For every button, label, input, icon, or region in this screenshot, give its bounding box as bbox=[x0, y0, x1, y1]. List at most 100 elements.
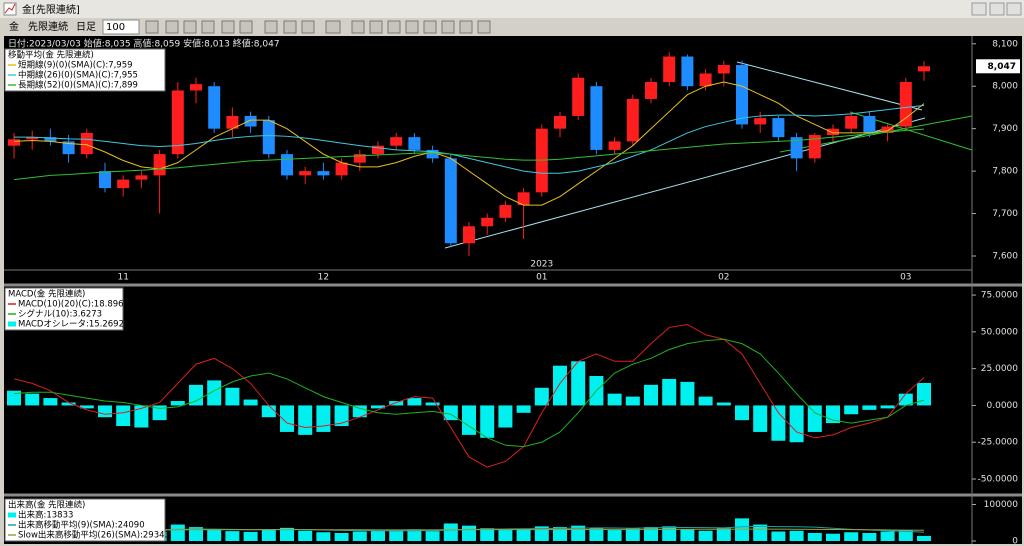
bar bbox=[917, 535, 931, 541]
bar bbox=[261, 405, 276, 418]
candle-body bbox=[681, 56, 694, 87]
candle-body bbox=[153, 154, 166, 176]
year-label: 2023 bbox=[530, 260, 553, 270]
tool-icon[interactable] bbox=[301, 20, 315, 34]
tool-icon[interactable] bbox=[351, 20, 365, 34]
legend-title: MACD(金 先限連続) bbox=[8, 289, 85, 300]
bar bbox=[789, 405, 804, 443]
bar bbox=[79, 405, 94, 409]
bar bbox=[662, 378, 677, 406]
candle-body bbox=[827, 128, 839, 136]
x-tick-label: 01 bbox=[536, 273, 547, 283]
bar bbox=[771, 405, 786, 441]
bar bbox=[480, 405, 495, 438]
minimize-button[interactable] bbox=[971, 2, 987, 16]
bar bbox=[316, 405, 331, 432]
period[interactable]: 日足 bbox=[76, 21, 96, 33]
contract[interactable]: 先限連続 bbox=[28, 20, 68, 33]
bar bbox=[553, 527, 567, 541]
tool-icon[interactable] bbox=[423, 20, 437, 34]
bar bbox=[826, 533, 840, 541]
bar bbox=[43, 398, 58, 406]
legend-title: 移動平均(金 先限連続) bbox=[8, 50, 94, 61]
candle-body bbox=[699, 73, 712, 87]
candle-body bbox=[208, 86, 221, 129]
bar bbox=[170, 401, 185, 406]
tool-icon[interactable] bbox=[264, 20, 278, 34]
candle-body bbox=[444, 158, 457, 244]
legend-label: MACDオシレータ:15.2692 bbox=[18, 320, 124, 330]
bar bbox=[462, 405, 476, 435]
legend-label: Slow出来高移動平均(26)(SMA):29343 bbox=[18, 530, 170, 541]
y-tick-label: 0.0000 bbox=[987, 401, 1019, 411]
maximize-button[interactable] bbox=[989, 2, 1005, 16]
tool-icon[interactable] bbox=[477, 20, 491, 34]
bar bbox=[753, 524, 768, 541]
count-box[interactable] bbox=[102, 19, 140, 35]
window-title: 金[先限連続] bbox=[22, 3, 80, 16]
bar bbox=[644, 384, 658, 406]
bar bbox=[771, 531, 786, 541]
bar bbox=[498, 405, 513, 428]
legend: 移動平均(金 先限連続)短期線(9)(0)(SMA)(C):7,959中期線(2… bbox=[4, 48, 166, 92]
bar bbox=[534, 387, 549, 406]
bar bbox=[516, 528, 531, 541]
count[interactable]: 100 bbox=[106, 22, 125, 33]
y-tick-label: 75.0000 bbox=[981, 291, 1018, 301]
candle-body bbox=[262, 120, 275, 155]
trend-line bbox=[736, 61, 923, 111]
tool-icon[interactable] bbox=[183, 20, 197, 34]
bar bbox=[280, 405, 294, 432]
y-tick-label: 8,100 bbox=[992, 39, 1018, 49]
tool-icon[interactable] bbox=[387, 20, 401, 34]
candle-body bbox=[390, 137, 403, 146]
candle-body bbox=[517, 192, 530, 206]
tool-icon[interactable] bbox=[145, 20, 159, 34]
legend-label: MACD(10)(20)(C):18.8965 bbox=[18, 300, 129, 310]
y-tick-label: 0 bbox=[1012, 537, 1018, 546]
y-tick-label: 7,700 bbox=[992, 209, 1018, 219]
tool-icon[interactable] bbox=[283, 20, 297, 34]
tool-icon[interactable] bbox=[325, 20, 341, 34]
tool-icon[interactable] bbox=[441, 20, 455, 34]
bar bbox=[371, 405, 385, 409]
candle-body bbox=[554, 115, 566, 129]
bar bbox=[898, 393, 913, 406]
tool-icon[interactable] bbox=[369, 20, 383, 34]
bar bbox=[625, 396, 640, 406]
bar bbox=[898, 530, 913, 541]
tool-icon[interactable] bbox=[459, 20, 473, 34]
y-tick-label: -25.0000 bbox=[978, 438, 1019, 448]
candle-body bbox=[918, 66, 930, 72]
candle-body bbox=[226, 115, 239, 129]
candle-body bbox=[8, 139, 20, 146]
tool-icon[interactable] bbox=[405, 20, 419, 34]
tool-icon[interactable] bbox=[165, 20, 179, 34]
candle-body bbox=[590, 86, 603, 150]
bar bbox=[407, 398, 422, 406]
candle-body bbox=[80, 132, 93, 155]
bar bbox=[243, 531, 258, 541]
bar bbox=[407, 529, 422, 541]
bar bbox=[607, 393, 622, 406]
tool-icon[interactable] bbox=[201, 20, 215, 34]
symbol[interactable]: 金 bbox=[9, 20, 19, 33]
candle-body bbox=[99, 171, 111, 189]
legend-label: シグナル(10):3.6273 bbox=[18, 309, 102, 320]
tool-icon[interactable] bbox=[239, 20, 253, 34]
x-tick-label: 03 bbox=[900, 273, 911, 283]
candle-body bbox=[499, 205, 512, 218]
candle-body bbox=[171, 90, 184, 155]
candle-body bbox=[772, 118, 785, 138]
bar bbox=[498, 530, 513, 541]
tool-icon[interactable] bbox=[221, 20, 235, 34]
bar bbox=[462, 525, 476, 541]
y-tick-label: 7,900 bbox=[992, 124, 1018, 134]
candle-body bbox=[717, 65, 730, 74]
bar bbox=[844, 405, 859, 415]
last-price-label: 8,047 bbox=[988, 62, 1016, 72]
close-button[interactable] bbox=[1006, 2, 1022, 16]
legend-box bbox=[4, 498, 166, 542]
candle-body bbox=[299, 171, 312, 176]
bar bbox=[443, 523, 458, 541]
